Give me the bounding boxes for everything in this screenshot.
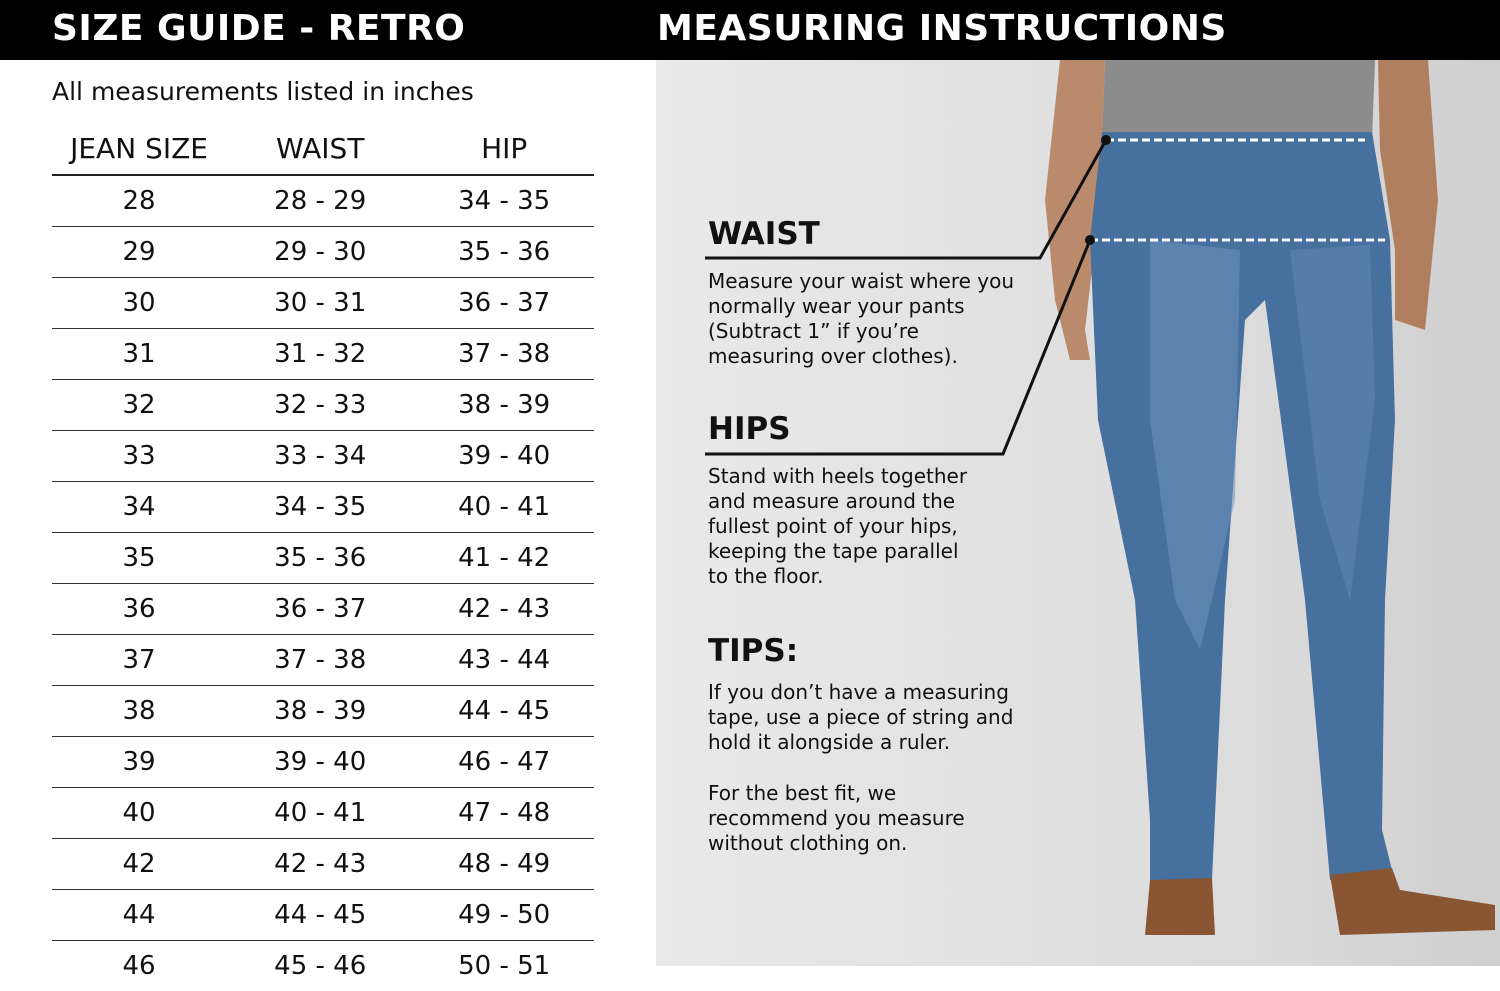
- waist-text: Measure your waist where you normally we…: [708, 269, 1028, 369]
- waist-heading: WAIST: [708, 216, 820, 252]
- tips-heading: TIPS:: [708, 633, 798, 669]
- left-boot: [1145, 878, 1215, 935]
- hips-heading: HIPS: [708, 411, 791, 447]
- right-boot: [1330, 868, 1495, 935]
- tips-text-2: For the best fit, we recommend you measu…: [708, 781, 1028, 856]
- shirt: [1102, 60, 1375, 140]
- tips-text-1: If you don’t have a measuring tape, use …: [708, 680, 1028, 755]
- hips-text: Stand with heels together and measure ar…: [708, 464, 1028, 589]
